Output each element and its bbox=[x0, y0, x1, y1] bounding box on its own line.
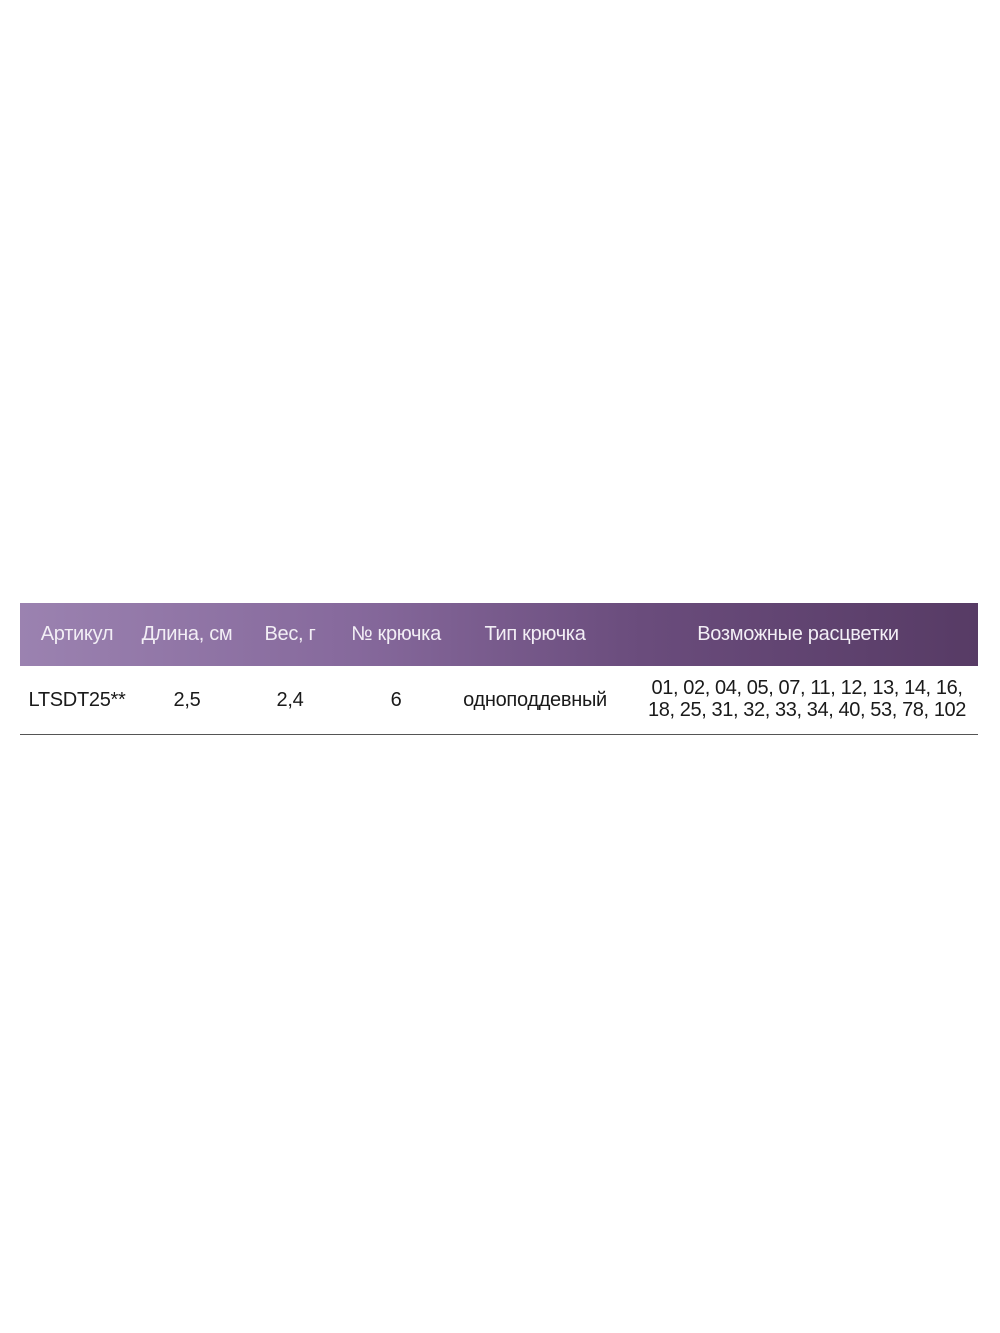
header-hook-type: Тип крючка bbox=[484, 623, 586, 645]
colors-line-2: 18, 25, 31, 32, 33, 34, 40, 53, 78, 102 bbox=[647, 699, 967, 721]
cell-article: LTSDT25** bbox=[28, 689, 126, 711]
table-header bbox=[20, 603, 978, 666]
header-colors: Возможные расцветки bbox=[697, 623, 899, 645]
cell-weight: 2,4 bbox=[276, 689, 304, 711]
header-weight: Вес, г bbox=[264, 623, 316, 645]
colors-line-1: 01, 02, 04, 05, 07, 11, 12, 13, 14, 16, bbox=[651, 677, 963, 699]
header-hook-number: № крючка bbox=[351, 623, 441, 645]
header-length: Длина, см bbox=[141, 623, 233, 645]
cell-colors: 01, 02, 04, 05, 07, 11, 12, 13, 14, 16, … bbox=[648, 677, 966, 721]
header-article: Артикул bbox=[40, 623, 114, 645]
cell-length: 2,5 bbox=[173, 689, 201, 711]
cell-hook-number: 6 bbox=[390, 689, 402, 711]
cell-hook-type: одноподдевный bbox=[463, 689, 607, 711]
row-divider bbox=[20, 734, 978, 735]
